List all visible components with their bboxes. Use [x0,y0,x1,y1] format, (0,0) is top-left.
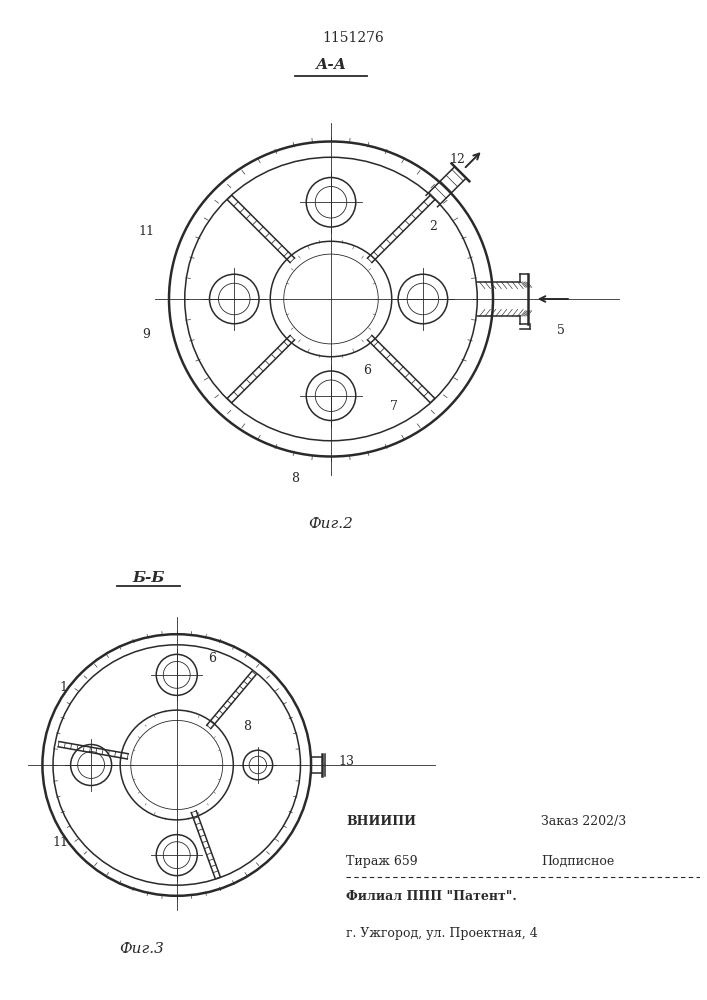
Text: 6: 6 [208,652,216,665]
Text: 6: 6 [363,364,371,377]
Text: Заказ 2202/3: Заказ 2202/3 [541,815,626,828]
Text: 13: 13 [339,755,354,768]
Text: ВНИИПИ: ВНИИПИ [346,815,416,828]
Text: Фиг.2: Фиг.2 [308,517,354,531]
Text: Тираж 659: Тираж 659 [346,855,418,868]
Text: 5: 5 [556,324,564,337]
Text: 11: 11 [52,836,68,849]
Text: 11: 11 [139,225,155,238]
Text: Б-Б: Б-Б [132,571,165,585]
Text: Филиал ППП "Патент".: Филиал ППП "Патент". [346,890,518,903]
Text: 1: 1 [59,681,68,694]
Text: 9: 9 [143,328,151,342]
Text: 8: 8 [291,473,299,486]
Text: г. Ужгород, ул. Проектная, 4: г. Ужгород, ул. Проектная, 4 [346,927,538,940]
Text: А-А: А-А [315,58,346,72]
Text: 8: 8 [243,720,252,733]
Text: 2: 2 [429,221,438,233]
Text: Подписное: Подписное [541,855,614,868]
Text: 1151276: 1151276 [322,31,385,45]
Text: 12: 12 [449,153,465,166]
Text: 7: 7 [390,400,398,414]
Text: Фиг.3: Фиг.3 [119,942,164,956]
